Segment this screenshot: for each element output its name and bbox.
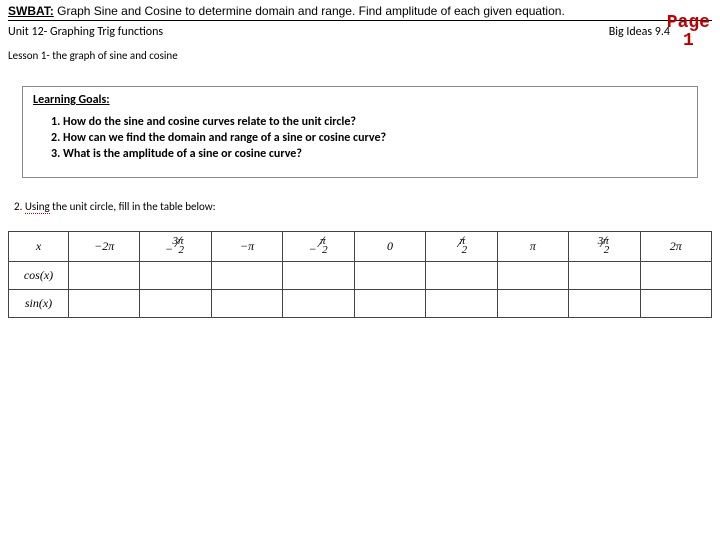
swbat-label: SWBAT: — [8, 4, 54, 18]
rowhead-cos: cos(x) — [9, 262, 69, 290]
blank-cell — [283, 290, 354, 318]
xval-cell: −2π — [69, 232, 140, 262]
xval-cell: −3π⁄2 — [140, 232, 211, 262]
page-label: Page — [667, 14, 710, 32]
blank-cell — [426, 262, 497, 290]
blank-cell — [283, 262, 354, 290]
unit-title: Unit 12- Graphing Trig functions — [8, 25, 163, 39]
goal-item: How do the sine and cosine curves relate… — [63, 115, 687, 129]
swbat-text: Graph Sine and Cosine to determine domai… — [54, 4, 565, 18]
goal-item: What is the amplitude of a sine or cosin… — [63, 147, 687, 161]
blank-cell — [569, 290, 640, 318]
blank-cell — [497, 290, 568, 318]
question-2: 2. Using the unit circle, fill in the ta… — [14, 200, 712, 213]
blank-cell — [497, 262, 568, 290]
blank-cell — [640, 262, 712, 290]
page-number: Page 1 — [667, 14, 710, 50]
blank-cell — [640, 290, 712, 318]
table-row-x: x −2π −3π⁄2 −π −π⁄2 0 π⁄2 π 3π⁄2 2π — [9, 232, 712, 262]
goals-list: How do the sine and cosine curves relate… — [33, 115, 687, 161]
xval-cell: 0 — [354, 232, 425, 262]
big-ideas: Big Ideas 9.4 — [609, 25, 670, 39]
header-row: Unit 12- Graphing Trig functions Big Ide… — [8, 25, 712, 39]
blank-cell — [140, 262, 211, 290]
blank-cell — [140, 290, 211, 318]
blank-cell — [211, 262, 282, 290]
blank-cell — [69, 290, 140, 318]
lesson-title: Lesson 1- the graph of sine and cosine — [8, 49, 712, 62]
xval-cell: −π⁄2 — [283, 232, 354, 262]
goals-title: Learning Goals: — [33, 93, 687, 107]
page-num: 1 — [667, 32, 710, 50]
q2-rest: the unit circle, fill in the table below… — [50, 200, 216, 213]
q2-under: Using — [25, 200, 50, 214]
blank-cell — [354, 262, 425, 290]
trig-table: x −2π −3π⁄2 −π −π⁄2 0 π⁄2 π 3π⁄2 2π cos(… — [8, 231, 712, 318]
goal-item: How can we find the domain and range of … — [63, 131, 687, 145]
trig-table-wrap: x −2π −3π⁄2 −π −π⁄2 0 π⁄2 π 3π⁄2 2π cos(… — [8, 231, 712, 318]
xval-cell: 3π⁄2 — [569, 232, 640, 262]
blank-cell — [354, 290, 425, 318]
xval-cell: −π — [211, 232, 282, 262]
blank-cell — [569, 262, 640, 290]
blank-cell — [211, 290, 282, 318]
xval-cell: 2π — [640, 232, 712, 262]
rowhead-sin: sin(x) — [9, 290, 69, 318]
rowhead-x: x — [9, 232, 69, 262]
blank-cell — [426, 290, 497, 318]
xval-cell: π — [497, 232, 568, 262]
swbat-line: SWBAT: Graph Sine and Cosine to determin… — [8, 4, 712, 21]
table-row-sin: sin(x) — [9, 290, 712, 318]
blank-cell — [69, 262, 140, 290]
xval-cell: π⁄2 — [426, 232, 497, 262]
table-row-cos: cos(x) — [9, 262, 712, 290]
learning-goals-box: Learning Goals: How do the sine and cosi… — [22, 86, 698, 178]
q2-num: 2. — [14, 200, 25, 213]
